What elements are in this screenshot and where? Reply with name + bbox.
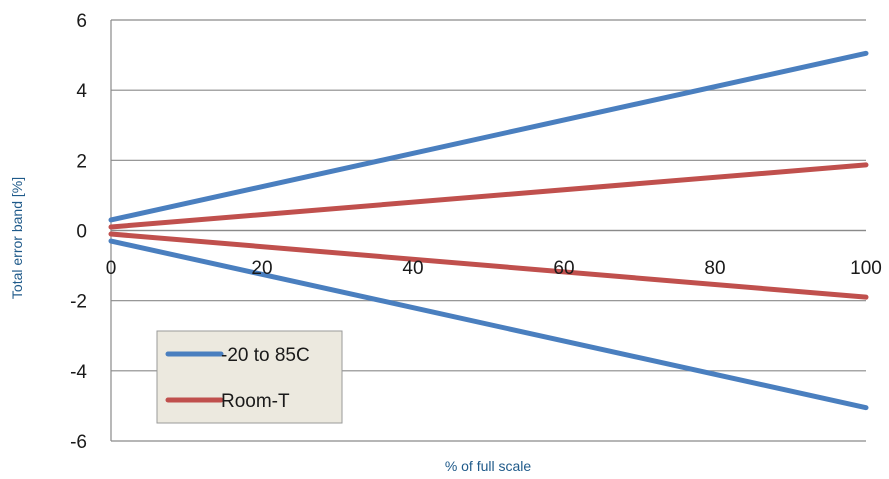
x-tick-label-40: 40 — [402, 258, 423, 279]
x-axis-title: % of full scale — [445, 458, 532, 474]
axes — [110, 20, 866, 441]
x-tick-label-20: 20 — [251, 258, 272, 279]
y-tick-label--2: -2 — [70, 292, 87, 313]
y-axis-title: Total error band [%] — [9, 177, 25, 299]
legend: -20 to 85C Room-T — [156, 330, 343, 424]
legend-label-room-t: Room-T — [221, 391, 290, 412]
legend-label-20-to-85c: -20 to 85C — [221, 345, 310, 366]
y-tick-label-4: 4 — [76, 81, 87, 102]
x-tick-label-60: 60 — [553, 258, 574, 279]
x-tick-label-0: 0 — [106, 258, 117, 279]
series-lines — [108, 50, 869, 411]
series-line-0-upper — [108, 50, 869, 223]
series-line-1-lower — [108, 231, 869, 300]
y-tick-label--6: -6 — [70, 432, 87, 453]
y-tick-labels: 6 4 2 0 -2 -4 -6 — [70, 11, 87, 453]
x-tick-label-100: 100 — [850, 258, 882, 279]
y-tick-label-0: 0 — [76, 222, 87, 243]
x-tick-label-80: 80 — [704, 258, 725, 279]
x-tick-labels: 0 20 40 60 80 100 — [106, 258, 882, 279]
y-tick-label-2: 2 — [76, 151, 87, 172]
y-tick-label--4: -4 — [70, 362, 87, 383]
legend-box — [156, 330, 343, 424]
y-tick-label-6: 6 — [76, 11, 87, 32]
series-line-0-lower — [108, 238, 869, 411]
series-line-1-upper — [108, 162, 869, 230]
